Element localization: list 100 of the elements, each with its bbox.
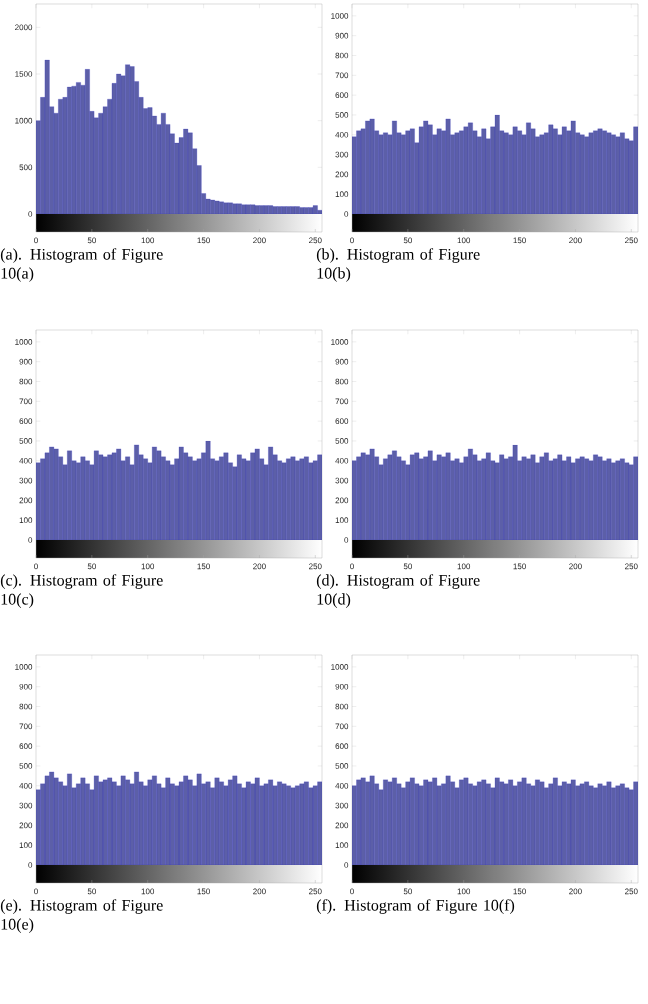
y-tick-label: 1000 xyxy=(15,339,33,345)
y-tick-label: 800 xyxy=(335,703,349,710)
x-tick-label: 250 xyxy=(625,237,638,244)
x-tick-label: 50 xyxy=(403,563,412,570)
text: (b). Histogram of Figure 10(b) xyxy=(316,248,480,282)
y-tick-label: 900 xyxy=(335,358,349,365)
y-tick-label: 200 xyxy=(19,497,33,504)
y-tick-label: 1000 xyxy=(331,664,349,670)
y-tick-label: 600 xyxy=(19,418,33,424)
y-tick-label: 900 xyxy=(19,683,33,690)
y-tick-label: 500 xyxy=(335,763,349,769)
y-tick-label: 800 xyxy=(335,52,349,59)
x-tick-label: 0 xyxy=(34,888,38,895)
x-tick-label: 0 xyxy=(34,563,38,570)
x-tick-label: 250 xyxy=(625,563,638,570)
y-tick-label: 200 xyxy=(335,822,349,829)
y-tick-label: 800 xyxy=(19,703,33,710)
x-tick-label: 0 xyxy=(350,563,354,570)
x-tick-label: 150 xyxy=(513,237,526,244)
x-tick-label: 0 xyxy=(34,237,38,244)
y-tick-label: 0 xyxy=(344,862,349,868)
x-tick-label: 250 xyxy=(309,563,322,570)
y-tick-label: 300 xyxy=(335,151,349,158)
y-tick-label: 400 xyxy=(335,131,349,138)
y-tick-label: 1000 xyxy=(15,664,33,670)
y-tick-label: 300 xyxy=(19,802,33,809)
y-tick-label: 0 xyxy=(28,211,33,217)
y-tick-label: 0 xyxy=(344,211,349,217)
y-tick-label: 600 xyxy=(19,743,33,749)
text: (f). Histogram of Figure 10(f) xyxy=(316,899,515,914)
y-tick-label: 700 xyxy=(335,72,349,79)
y-tick-label: 300 xyxy=(19,477,33,484)
x-tick-label: 150 xyxy=(197,888,210,895)
y-tick-label: 300 xyxy=(335,477,349,484)
y-tick-label: 200 xyxy=(335,171,349,178)
x-tick-label: 200 xyxy=(253,237,266,244)
x-tick-label: 250 xyxy=(309,237,322,244)
y-tick-label: 1000 xyxy=(15,117,33,124)
y-tick-label: 2000 xyxy=(15,24,33,31)
x-tick-label: 50 xyxy=(87,563,96,570)
x-tick-label: 100 xyxy=(457,237,471,244)
y-tick-label: 900 xyxy=(335,683,349,690)
y-tick-label: 600 xyxy=(335,92,349,98)
y-tick-label: 100 xyxy=(19,842,33,849)
x-tick-label: 100 xyxy=(141,237,155,244)
y-tick-label: 700 xyxy=(19,723,33,730)
text: (e). Histogram of Figure 10(e) xyxy=(0,899,163,933)
y-tick-label: 1500 xyxy=(15,71,33,77)
y-tick-label: 900 xyxy=(19,358,33,365)
x-tick-label: 250 xyxy=(309,888,322,895)
y-tick-label: 100 xyxy=(19,517,33,524)
y-tick-label: 400 xyxy=(19,782,33,789)
y-tick-label: 800 xyxy=(335,378,349,385)
x-tick-label: 100 xyxy=(141,563,155,570)
x-tick-label: 150 xyxy=(197,563,210,570)
x-tick-label: 200 xyxy=(253,563,266,570)
y-tick-label: 400 xyxy=(335,782,349,789)
y-tick-label: 700 xyxy=(335,723,349,730)
text: (a). Histogram of Figure 10(a) xyxy=(0,248,163,282)
x-tick-label: 150 xyxy=(197,237,210,244)
x-tick-label: 150 xyxy=(513,563,526,570)
y-tick-label: 200 xyxy=(19,822,33,829)
y-tick-label: 1000 xyxy=(331,13,349,19)
y-tick-label: 700 xyxy=(335,398,349,405)
x-tick-label: 100 xyxy=(457,563,471,570)
x-tick-label: 150 xyxy=(513,888,526,895)
y-tick-label: 300 xyxy=(335,802,349,809)
x-tick-label: 200 xyxy=(569,237,582,244)
x-tick-label: 50 xyxy=(403,237,412,244)
y-tick-label: 500 xyxy=(335,112,349,118)
y-tick-label: 600 xyxy=(335,418,349,424)
y-tick-label: 200 xyxy=(335,497,349,504)
x-tick-label: 100 xyxy=(457,888,471,895)
x-tick-label: 250 xyxy=(625,888,638,895)
y-tick-label: 0 xyxy=(28,862,33,868)
y-tick-label: 500 xyxy=(19,438,33,444)
x-tick-label: 200 xyxy=(569,563,582,570)
x-tick-label: 50 xyxy=(87,888,96,895)
y-tick-label: 400 xyxy=(335,457,349,464)
y-tick-label: 100 xyxy=(335,517,349,524)
y-tick-label: 700 xyxy=(19,398,33,405)
y-tick-label: 600 xyxy=(335,743,349,749)
x-tick-label: 0 xyxy=(350,888,354,895)
y-tick-label: 500 xyxy=(19,164,33,171)
text: (c). Histogram of Figure 10(c) xyxy=(0,574,163,608)
y-tick-label: 1000 xyxy=(331,339,349,345)
y-tick-label: 500 xyxy=(335,438,349,444)
y-tick-label: 400 xyxy=(19,457,33,464)
y-tick-label: 100 xyxy=(335,191,349,198)
x-tick-label: 0 xyxy=(350,237,354,244)
y-tick-label: 0 xyxy=(344,537,349,543)
x-tick-label: 200 xyxy=(253,888,266,895)
y-tick-label: 800 xyxy=(19,378,33,385)
x-tick-label: 50 xyxy=(87,237,96,244)
y-tick-label: 500 xyxy=(19,763,33,769)
x-tick-label: 50 xyxy=(403,888,412,895)
x-tick-label: 200 xyxy=(569,888,582,895)
x-tick-label: 100 xyxy=(141,888,155,895)
y-tick-label: 0 xyxy=(28,537,33,543)
y-tick-label: 100 xyxy=(335,842,349,849)
